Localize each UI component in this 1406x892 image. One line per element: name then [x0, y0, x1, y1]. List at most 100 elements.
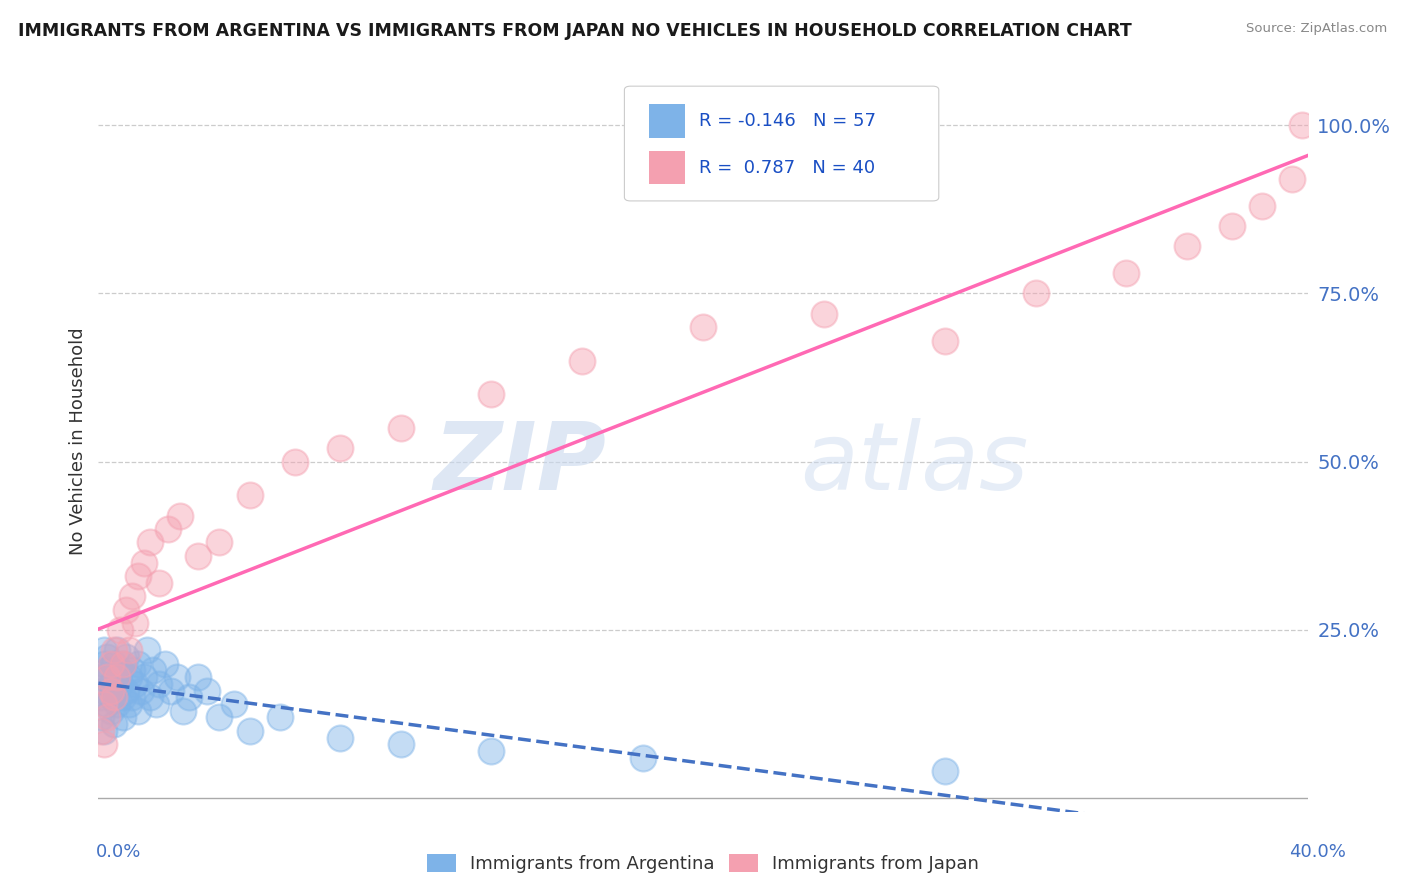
Point [124, 677, 146, 691]
Point [118, 670, 141, 684]
Point [156, 522, 179, 536]
Point [93, 683, 115, 698]
Point [1251, 199, 1274, 213]
Point [239, 723, 262, 738]
Point [111, 657, 134, 671]
Legend: Immigrants from Argentina, Immigrants from Japan: Immigrants from Argentina, Immigrants fr… [427, 855, 979, 873]
Point [172, 704, 194, 718]
Point [139, 690, 162, 705]
Point [114, 683, 136, 698]
Point [148, 677, 170, 691]
Point [571, 353, 593, 368]
Point [127, 569, 149, 583]
Point [1024, 286, 1046, 301]
Point [96, 710, 118, 724]
Point [187, 670, 209, 684]
Point [1220, 219, 1243, 234]
Point [111, 690, 134, 705]
Bar [648, 104, 685, 137]
Point [108, 677, 131, 691]
Point [93, 643, 115, 657]
Point [1115, 266, 1137, 280]
Point [96, 670, 118, 684]
Point [813, 307, 835, 321]
Point [105, 670, 128, 684]
Point [389, 421, 412, 435]
Text: 40.0%: 40.0% [1289, 843, 1346, 861]
Point [389, 738, 412, 752]
Point [105, 643, 128, 657]
Point [103, 683, 125, 698]
Point [114, 603, 136, 617]
Point [90, 710, 112, 724]
Point [160, 683, 183, 698]
Point [169, 508, 191, 523]
Point [96, 697, 118, 711]
Point [692, 320, 714, 334]
Point [129, 683, 152, 698]
Point [93, 657, 115, 671]
Point [103, 643, 125, 657]
Y-axis label: No Vehicles in Household: No Vehicles in Household [69, 327, 87, 556]
Point [481, 744, 503, 758]
Point [108, 623, 131, 637]
Point [132, 670, 155, 684]
Point [166, 670, 188, 684]
Point [121, 664, 143, 678]
Point [121, 690, 143, 705]
Text: R =  0.787   N = 40: R = 0.787 N = 40 [699, 159, 876, 177]
Point [108, 664, 131, 678]
Point [90, 723, 112, 738]
Point [111, 710, 134, 724]
Point [269, 710, 291, 724]
Point [1291, 118, 1313, 132]
Point [118, 643, 141, 657]
Point [934, 334, 956, 348]
Point [142, 664, 165, 678]
Point [145, 697, 167, 711]
Point [111, 657, 134, 671]
Point [100, 704, 122, 718]
Text: 0.0%: 0.0% [96, 843, 141, 861]
Point [124, 616, 146, 631]
Point [127, 704, 149, 718]
Point [329, 731, 352, 745]
Point [135, 643, 157, 657]
Point [934, 764, 956, 779]
Point [114, 649, 136, 664]
Text: IMMIGRANTS FROM ARGENTINA VS IMMIGRANTS FROM JAPAN NO VEHICLES IN HOUSEHOLD CORR: IMMIGRANTS FROM ARGENTINA VS IMMIGRANTS … [18, 22, 1132, 40]
Point [132, 556, 155, 570]
Bar [648, 151, 685, 185]
FancyBboxPatch shape [624, 87, 939, 201]
Point [93, 723, 115, 738]
Point [105, 697, 128, 711]
Point [187, 549, 209, 563]
Point [103, 690, 125, 705]
Point [329, 442, 352, 456]
Point [100, 690, 122, 705]
Point [121, 590, 143, 604]
Point [153, 657, 176, 671]
Point [1175, 239, 1198, 253]
Point [631, 751, 654, 765]
Point [208, 710, 231, 724]
Text: R = -0.146   N = 57: R = -0.146 N = 57 [699, 112, 876, 130]
Point [139, 535, 162, 549]
Text: ZIP: ZIP [433, 417, 606, 509]
Point [96, 664, 118, 678]
Point [103, 657, 125, 671]
Point [195, 683, 218, 698]
Point [105, 670, 128, 684]
Point [179, 690, 201, 705]
Point [127, 657, 149, 671]
Point [103, 717, 125, 731]
Point [224, 697, 246, 711]
Point [93, 738, 115, 752]
Point [118, 697, 141, 711]
Point [100, 677, 122, 691]
Point [208, 535, 231, 549]
Point [90, 670, 112, 684]
Point [100, 683, 122, 698]
Point [239, 488, 262, 502]
Point [96, 670, 118, 684]
